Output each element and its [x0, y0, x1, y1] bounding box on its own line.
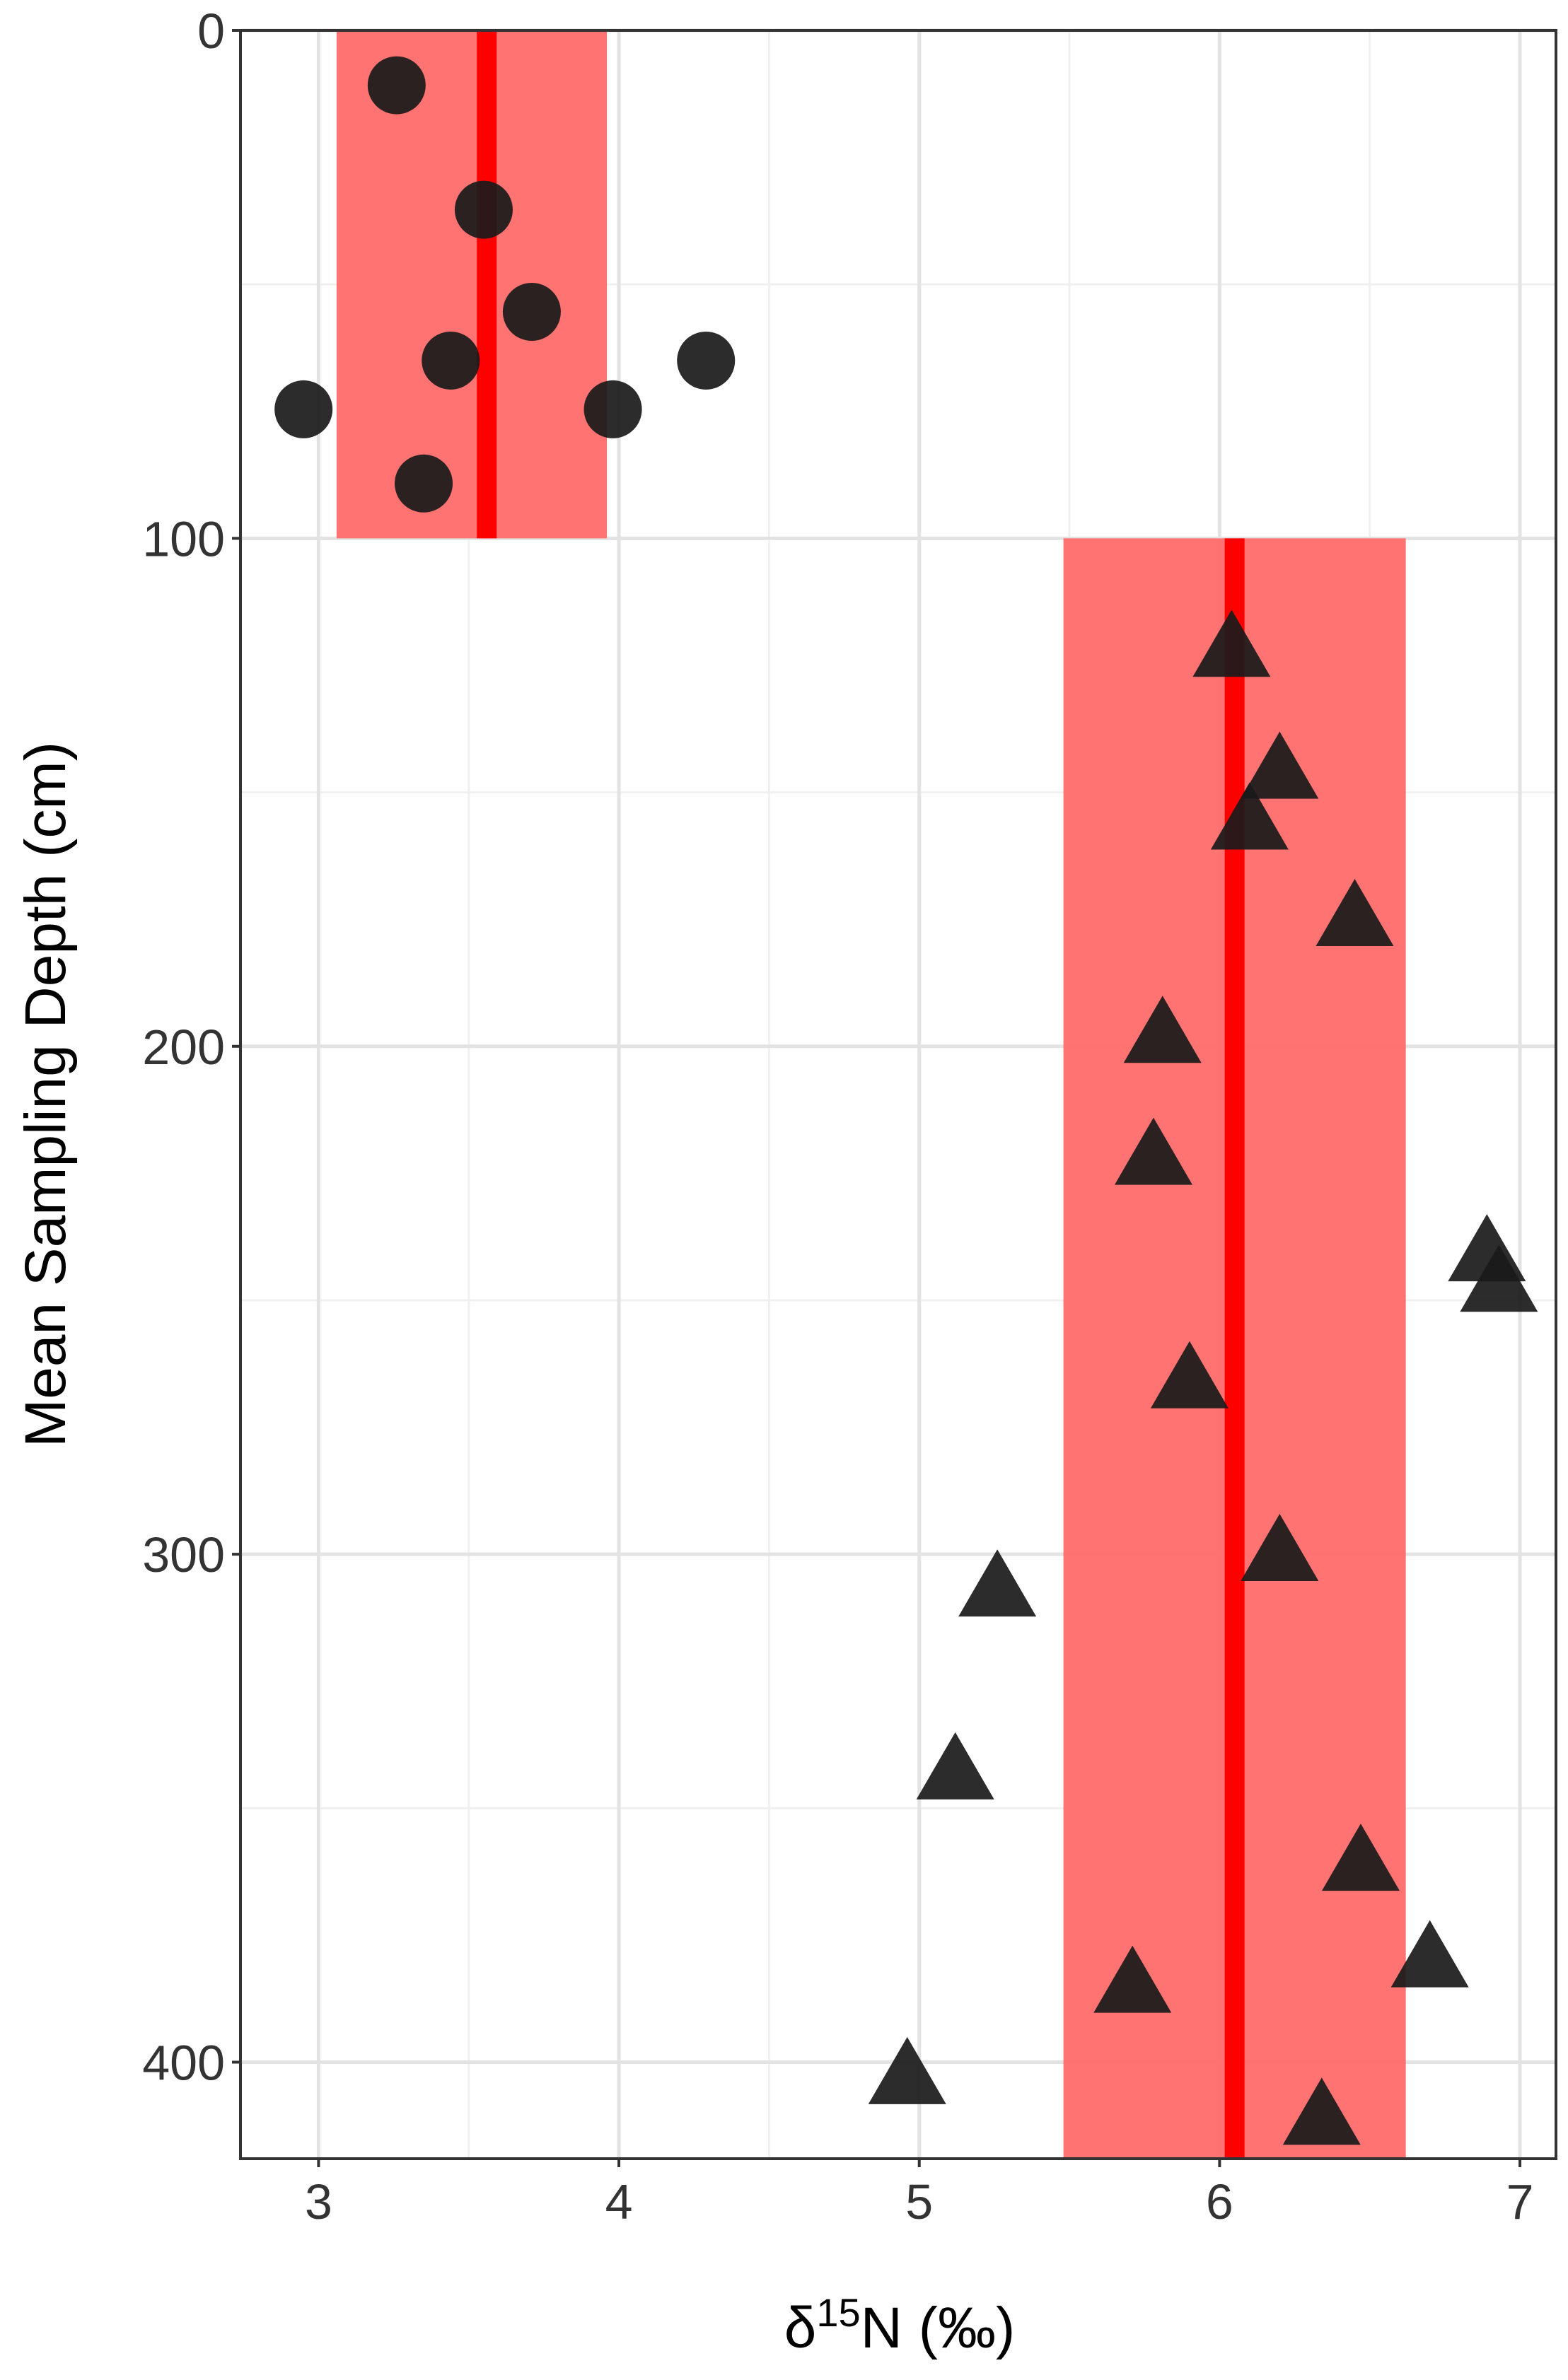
x-tick-label: 4 [605, 2174, 633, 2229]
x-tick-label: 5 [905, 2174, 933, 2229]
x-tick-label: 6 [1206, 2174, 1233, 2229]
data-point [274, 380, 333, 438]
data-point [1316, 878, 1394, 946]
x-axis-title: δ15N (‰) [784, 2290, 1016, 2360]
data-point [395, 454, 453, 513]
x-title-superscript: 15 [816, 2290, 860, 2335]
y-axis-title: Mean Sampling Depth (cm) [13, 742, 78, 1447]
data-point [583, 380, 642, 438]
data-point [677, 331, 736, 390]
data-point [1093, 1945, 1172, 2013]
x-title-suffix: N (‰) [861, 2296, 1016, 2360]
range-band [336, 30, 608, 539]
y-tick-label: 100 [142, 511, 225, 566]
data-point [916, 1732, 994, 1799]
data-point [454, 180, 513, 239]
data-point [1321, 1824, 1400, 1891]
y-tick-label: 200 [142, 1020, 225, 1075]
y-tick-label: 0 [197, 4, 225, 59]
plot-area [239, 28, 1557, 2160]
data-point [1123, 996, 1202, 1063]
data-point [1192, 609, 1271, 677]
x-tick-label: 7 [1506, 2174, 1534, 2229]
data-point [422, 331, 480, 390]
data-point [367, 56, 426, 115]
panel-border [239, 29, 1557, 2160]
data-point [1282, 2077, 1361, 2145]
data-point [1210, 782, 1289, 850]
y-tick-label: 300 [142, 1527, 225, 1582]
data-point [1460, 1244, 1538, 1312]
data-point [868, 2036, 946, 2104]
data-point [1150, 1341, 1229, 1408]
data-point [502, 282, 561, 341]
data-point [1241, 1513, 1319, 1581]
data-point [1241, 731, 1319, 799]
data-point [1390, 1920, 1469, 1988]
data-point [1114, 1117, 1192, 1185]
x-title-prefix: δ [784, 2296, 817, 2360]
data-point [958, 1549, 1037, 1617]
y-tick-label: 400 [142, 2036, 225, 2091]
x-tick-label: 3 [305, 2174, 332, 2229]
